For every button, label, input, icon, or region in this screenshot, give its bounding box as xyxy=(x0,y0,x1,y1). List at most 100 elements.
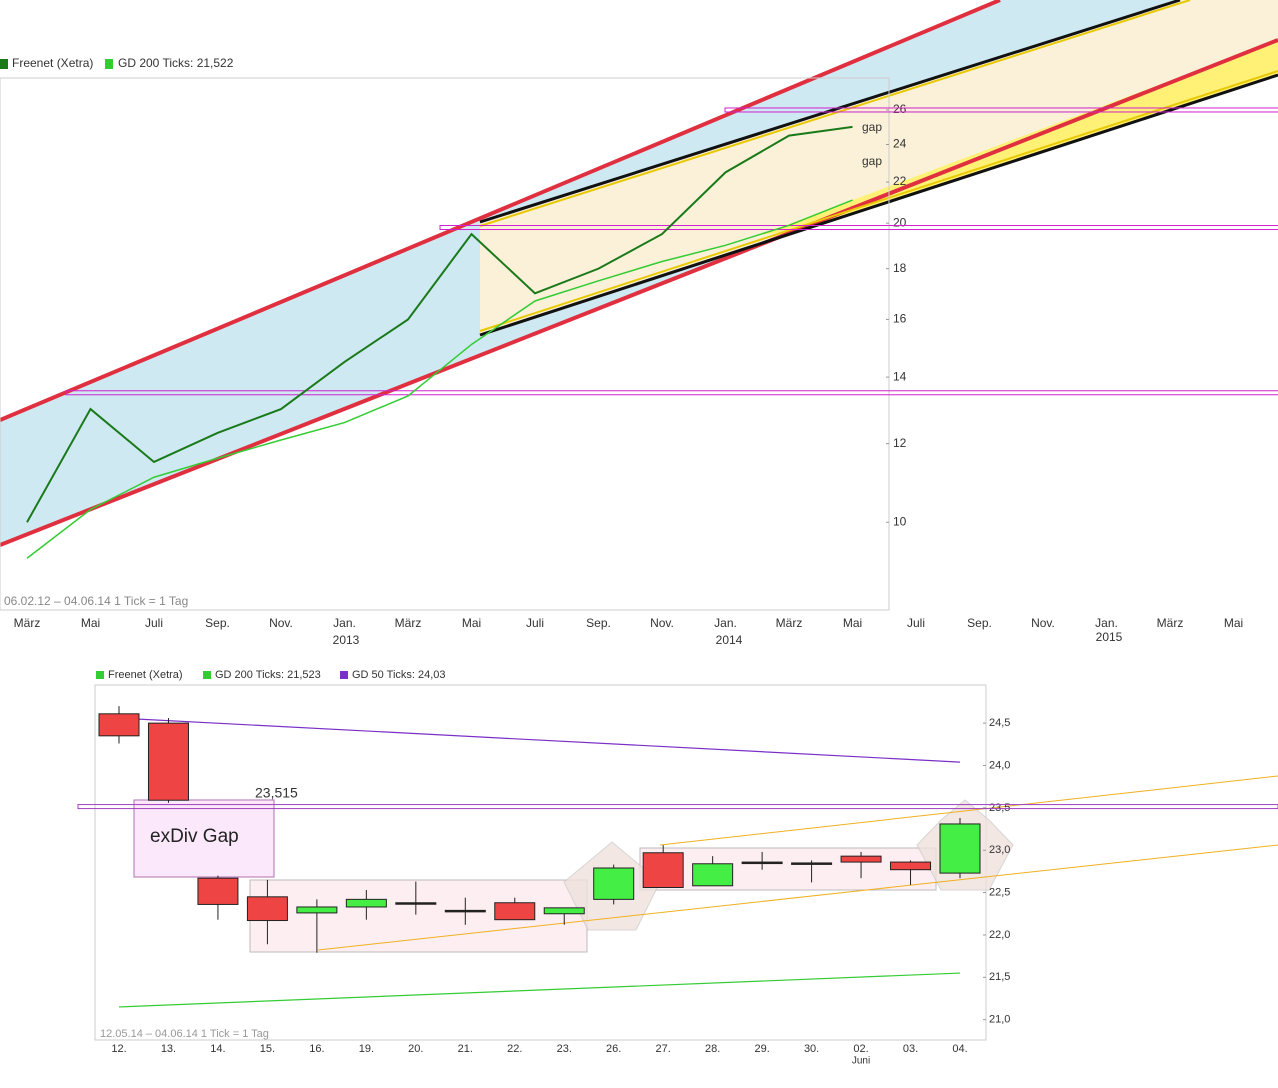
level-line xyxy=(439,225,1278,231)
x-tick-label: Nov. xyxy=(650,616,674,630)
candle-body xyxy=(296,906,338,914)
x-tick-label: Sep. xyxy=(205,616,230,630)
legend-item: GD 200 Ticks: 21,523 xyxy=(215,669,321,681)
x-tick-label: Jan. xyxy=(333,616,356,630)
candle-body xyxy=(741,861,783,865)
legend-swatch xyxy=(340,671,348,679)
x-tick-label: 21. xyxy=(458,1043,473,1055)
x-tick-label: 26. xyxy=(606,1043,621,1055)
candle-body xyxy=(395,902,437,905)
candle-body xyxy=(147,722,189,801)
x-tick-label: 15. xyxy=(260,1043,275,1055)
range-box xyxy=(249,879,588,953)
annotation: exDiv Gap xyxy=(150,826,239,847)
legend-item: GD 200 Ticks: 21,522 xyxy=(118,56,234,70)
x-tick-label: 04. xyxy=(952,1043,967,1055)
x-tick-label: März xyxy=(395,616,422,630)
x-tick-label: März xyxy=(776,616,803,630)
x-tick-label: 23. xyxy=(557,1043,572,1055)
series-line xyxy=(26,199,853,559)
x-tick-label: Jan. xyxy=(1095,616,1118,630)
candle-body xyxy=(791,862,833,865)
year-label: 2015 xyxy=(1096,630,1123,644)
candle-body xyxy=(593,867,635,900)
x-tick-label: März xyxy=(14,616,41,630)
candle-body xyxy=(692,863,734,887)
x-tick-label: März xyxy=(1157,616,1184,630)
x-tick-label: 16. xyxy=(309,1043,324,1055)
x-tick-label: 03. xyxy=(903,1043,918,1055)
year-label: 2014 xyxy=(716,633,743,647)
annotation: gap xyxy=(862,120,882,134)
y-tick-label: 10 xyxy=(893,514,907,528)
legend-swatch xyxy=(105,59,113,69)
x-tick-label: 28. xyxy=(705,1043,720,1055)
x-tick-label: Nov. xyxy=(1031,616,1055,630)
candle-body xyxy=(840,855,882,863)
x-tick-label: 30. xyxy=(804,1043,819,1055)
plot-frame xyxy=(0,77,890,611)
annotation: gap xyxy=(862,154,882,168)
channel-line xyxy=(479,0,1181,224)
x-tick-label: 29. xyxy=(754,1043,769,1055)
x-tick-label: Mai xyxy=(462,616,481,630)
y-tick-label: 23,5 xyxy=(989,802,1010,814)
x-tick-label: Nov. xyxy=(269,616,293,630)
y-tick-label: 23,0 xyxy=(989,844,1010,856)
year-label: 2013 xyxy=(333,633,360,647)
x-tick-label: Mai xyxy=(1224,616,1243,630)
x-tick-label: 22. xyxy=(507,1043,522,1055)
x-tick-label: 19. xyxy=(359,1043,374,1055)
y-tick-label: 16 xyxy=(893,312,907,326)
legend-item: GD 50 Ticks: 24,03 xyxy=(352,669,446,681)
y-tick-label: 24 xyxy=(893,137,907,151)
legend-swatch xyxy=(203,671,211,679)
candle-body xyxy=(939,823,981,874)
y-tick-label: 22,5 xyxy=(989,886,1010,898)
x-tick-label: Sep. xyxy=(967,616,992,630)
level-line xyxy=(724,107,1278,113)
x-tick-label: 02. xyxy=(853,1043,868,1055)
series-line xyxy=(26,125,853,523)
candle-body xyxy=(197,877,239,905)
y-tick-label: 22,0 xyxy=(989,929,1010,941)
candle-body xyxy=(890,861,932,871)
y-tick-label: 18 xyxy=(893,261,907,275)
month-label: Juni xyxy=(852,1056,870,1067)
x-tick-label: 14. xyxy=(210,1043,225,1055)
candle-body xyxy=(98,713,140,737)
x-tick-label: 27. xyxy=(656,1043,671,1055)
y-tick-label: 22 xyxy=(893,174,907,188)
footer: 12.05.14 – 04.06.14 1 Tick = 1 Tag xyxy=(100,1028,269,1040)
channel-line xyxy=(479,70,1278,332)
candle-body xyxy=(444,909,486,913)
x-tick-label: Jan. xyxy=(714,616,737,630)
channel-line xyxy=(479,0,1191,227)
candle-body xyxy=(543,907,585,915)
channel-line xyxy=(479,73,1278,337)
y-tick-label: 26 xyxy=(893,102,907,116)
y-tick-label: 24,0 xyxy=(989,759,1010,771)
footer: 06.02.12 – 04.06.14 1 Tick = 1 Tag xyxy=(4,594,188,608)
x-tick-label: Juli xyxy=(526,616,544,630)
legend-swatch xyxy=(96,671,104,679)
candle-body xyxy=(345,898,387,908)
y-tick-label: 20 xyxy=(893,215,907,229)
level-line xyxy=(65,390,1278,396)
trend-line xyxy=(317,844,1278,951)
candle-body xyxy=(246,896,288,922)
trend-line xyxy=(659,775,1278,846)
legend-item: Freenet (Xetra) xyxy=(12,56,93,70)
y-tick-label: 12 xyxy=(893,436,907,450)
level-line xyxy=(77,804,1278,810)
level-label: 23,515 xyxy=(255,784,298,800)
x-tick-label: 13. xyxy=(161,1043,176,1055)
channel-line xyxy=(0,0,1001,422)
y-tick-label: 21,5 xyxy=(989,971,1010,983)
legend-item: Freenet (Xetra) xyxy=(108,669,183,681)
y-tick-label: 24,5 xyxy=(989,717,1010,729)
x-tick-label: 12. xyxy=(111,1043,126,1055)
candle-body xyxy=(642,852,684,888)
x-tick-label: Juli xyxy=(145,616,163,630)
